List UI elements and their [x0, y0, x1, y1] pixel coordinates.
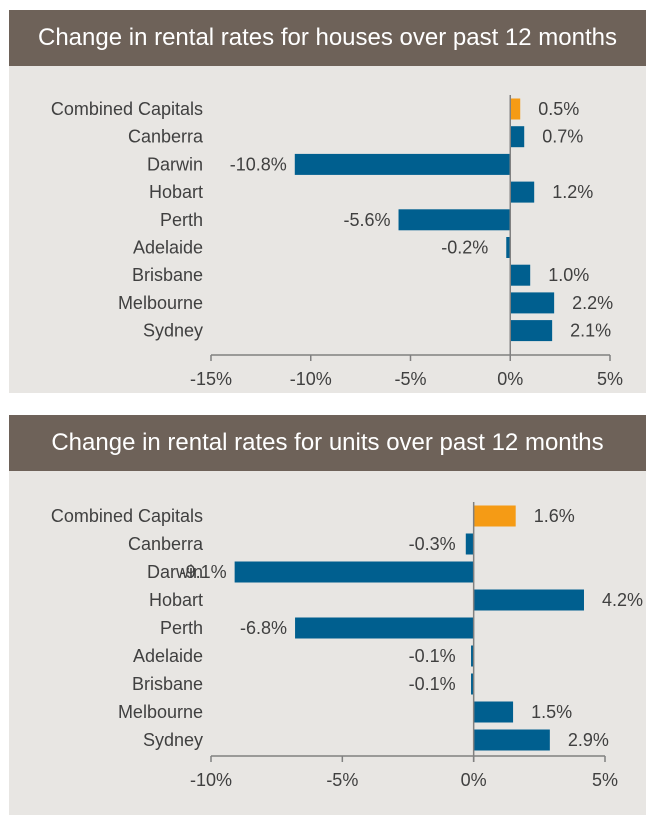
houses-bar-canberra [510, 126, 525, 148]
units-data-label: 1.5% [531, 702, 572, 722]
houses-x-tick-label: -5% [394, 369, 426, 389]
houses-x-tick-label: 5% [597, 369, 623, 389]
houses-data-label: 1.2% [552, 182, 593, 202]
units-data-label: 1.6% [534, 506, 575, 526]
houses-bar-melbourne [510, 292, 555, 314]
units-bar-perth [295, 617, 474, 639]
houses-category-label: Canberra [128, 127, 204, 147]
houses-x-tick-label: -15% [190, 369, 232, 389]
units-category-label: Canberra [128, 534, 204, 554]
units-category-label: Adelaide [133, 646, 203, 666]
houses-bar-darwin [294, 153, 511, 175]
houses-chart-title: Change in rental rates for houses over p… [9, 10, 646, 66]
houses-data-label: -5.6% [343, 210, 390, 230]
units-bar-brisbane [471, 673, 474, 695]
houses-data-label: 1.0% [548, 265, 589, 285]
units-bar-hobart [473, 589, 584, 611]
units-category-label: Combined Capitals [51, 506, 203, 526]
units-category-label: Brisbane [132, 674, 203, 694]
units-x-tick-label: -5% [326, 770, 358, 790]
houses-data-label: -0.2% [441, 238, 488, 258]
units-category-label: Darwin [147, 562, 203, 582]
units-data-label: -0.3% [409, 534, 456, 554]
houses-category-label: Adelaide [133, 238, 203, 258]
units-chart-title: Change in rental rates for units over pa… [9, 415, 646, 471]
units-category-label: Hobart [149, 590, 203, 610]
units-category-label: Sydney [143, 730, 203, 750]
houses-data-label: 0.5% [538, 99, 579, 119]
houses-bar-combined-capitals [510, 98, 521, 120]
houses-data-label: 0.7% [542, 127, 583, 147]
units-bar-melbourne [473, 701, 514, 723]
units-chart: -10% -5% 0% 5% Combined Capitals 1.6% Canberra… [51, 502, 643, 790]
houses-category-label: Sydney [143, 321, 203, 341]
units-bar-canberra [465, 533, 474, 555]
units-bar-combined-capitals [473, 505, 516, 527]
houses-bar-hobart [510, 181, 535, 203]
units-x-tick-label: 0% [461, 770, 487, 790]
houses-bar-perth [398, 209, 511, 231]
units-bar-adelaide [471, 645, 474, 667]
houses-data-label: 2.1% [570, 321, 611, 341]
houses-category-label: Brisbane [132, 265, 203, 285]
houses-x-tick-label: -10% [290, 369, 332, 389]
units-data-label: -9.1% [180, 562, 227, 582]
houses-category-label: Darwin [147, 154, 203, 174]
units-category-label: Perth [160, 618, 203, 638]
houses-chart: -15% -10% -5% 0% 5% Combined Capitals 0.5% Canb… [51, 95, 623, 389]
units-data-label: 2.9% [568, 730, 609, 750]
houses-category-label: Combined Capitals [51, 99, 203, 119]
units-bar-darwin [234, 561, 474, 583]
houses-data-label: -10.8% [230, 154, 287, 174]
units-chart-panel: Change in rental rates for units over pa… [9, 415, 646, 815]
houses-chart-panel: Change in rental rates for houses over p… [9, 10, 646, 393]
houses-x-tick-label: 0% [497, 369, 523, 389]
units-bar-sydney [473, 729, 550, 751]
units-data-label: -6.8% [240, 618, 287, 638]
units-x-tick-label: 5% [592, 770, 618, 790]
houses-bar-brisbane [510, 264, 531, 286]
houses-category-label: Perth [160, 210, 203, 230]
houses-bar-sydney [510, 320, 553, 342]
units-data-label: 4.2% [602, 590, 643, 610]
houses-category-label: Hobart [149, 182, 203, 202]
units-data-label: -0.1% [409, 674, 456, 694]
units-x-tick-label: -10% [190, 770, 232, 790]
houses-data-label: 2.2% [572, 293, 613, 313]
houses-bar-adelaide [506, 237, 511, 258]
houses-category-label: Melbourne [118, 293, 203, 313]
units-category-label: Melbourne [118, 702, 203, 722]
units-data-label: -0.1% [409, 646, 456, 666]
